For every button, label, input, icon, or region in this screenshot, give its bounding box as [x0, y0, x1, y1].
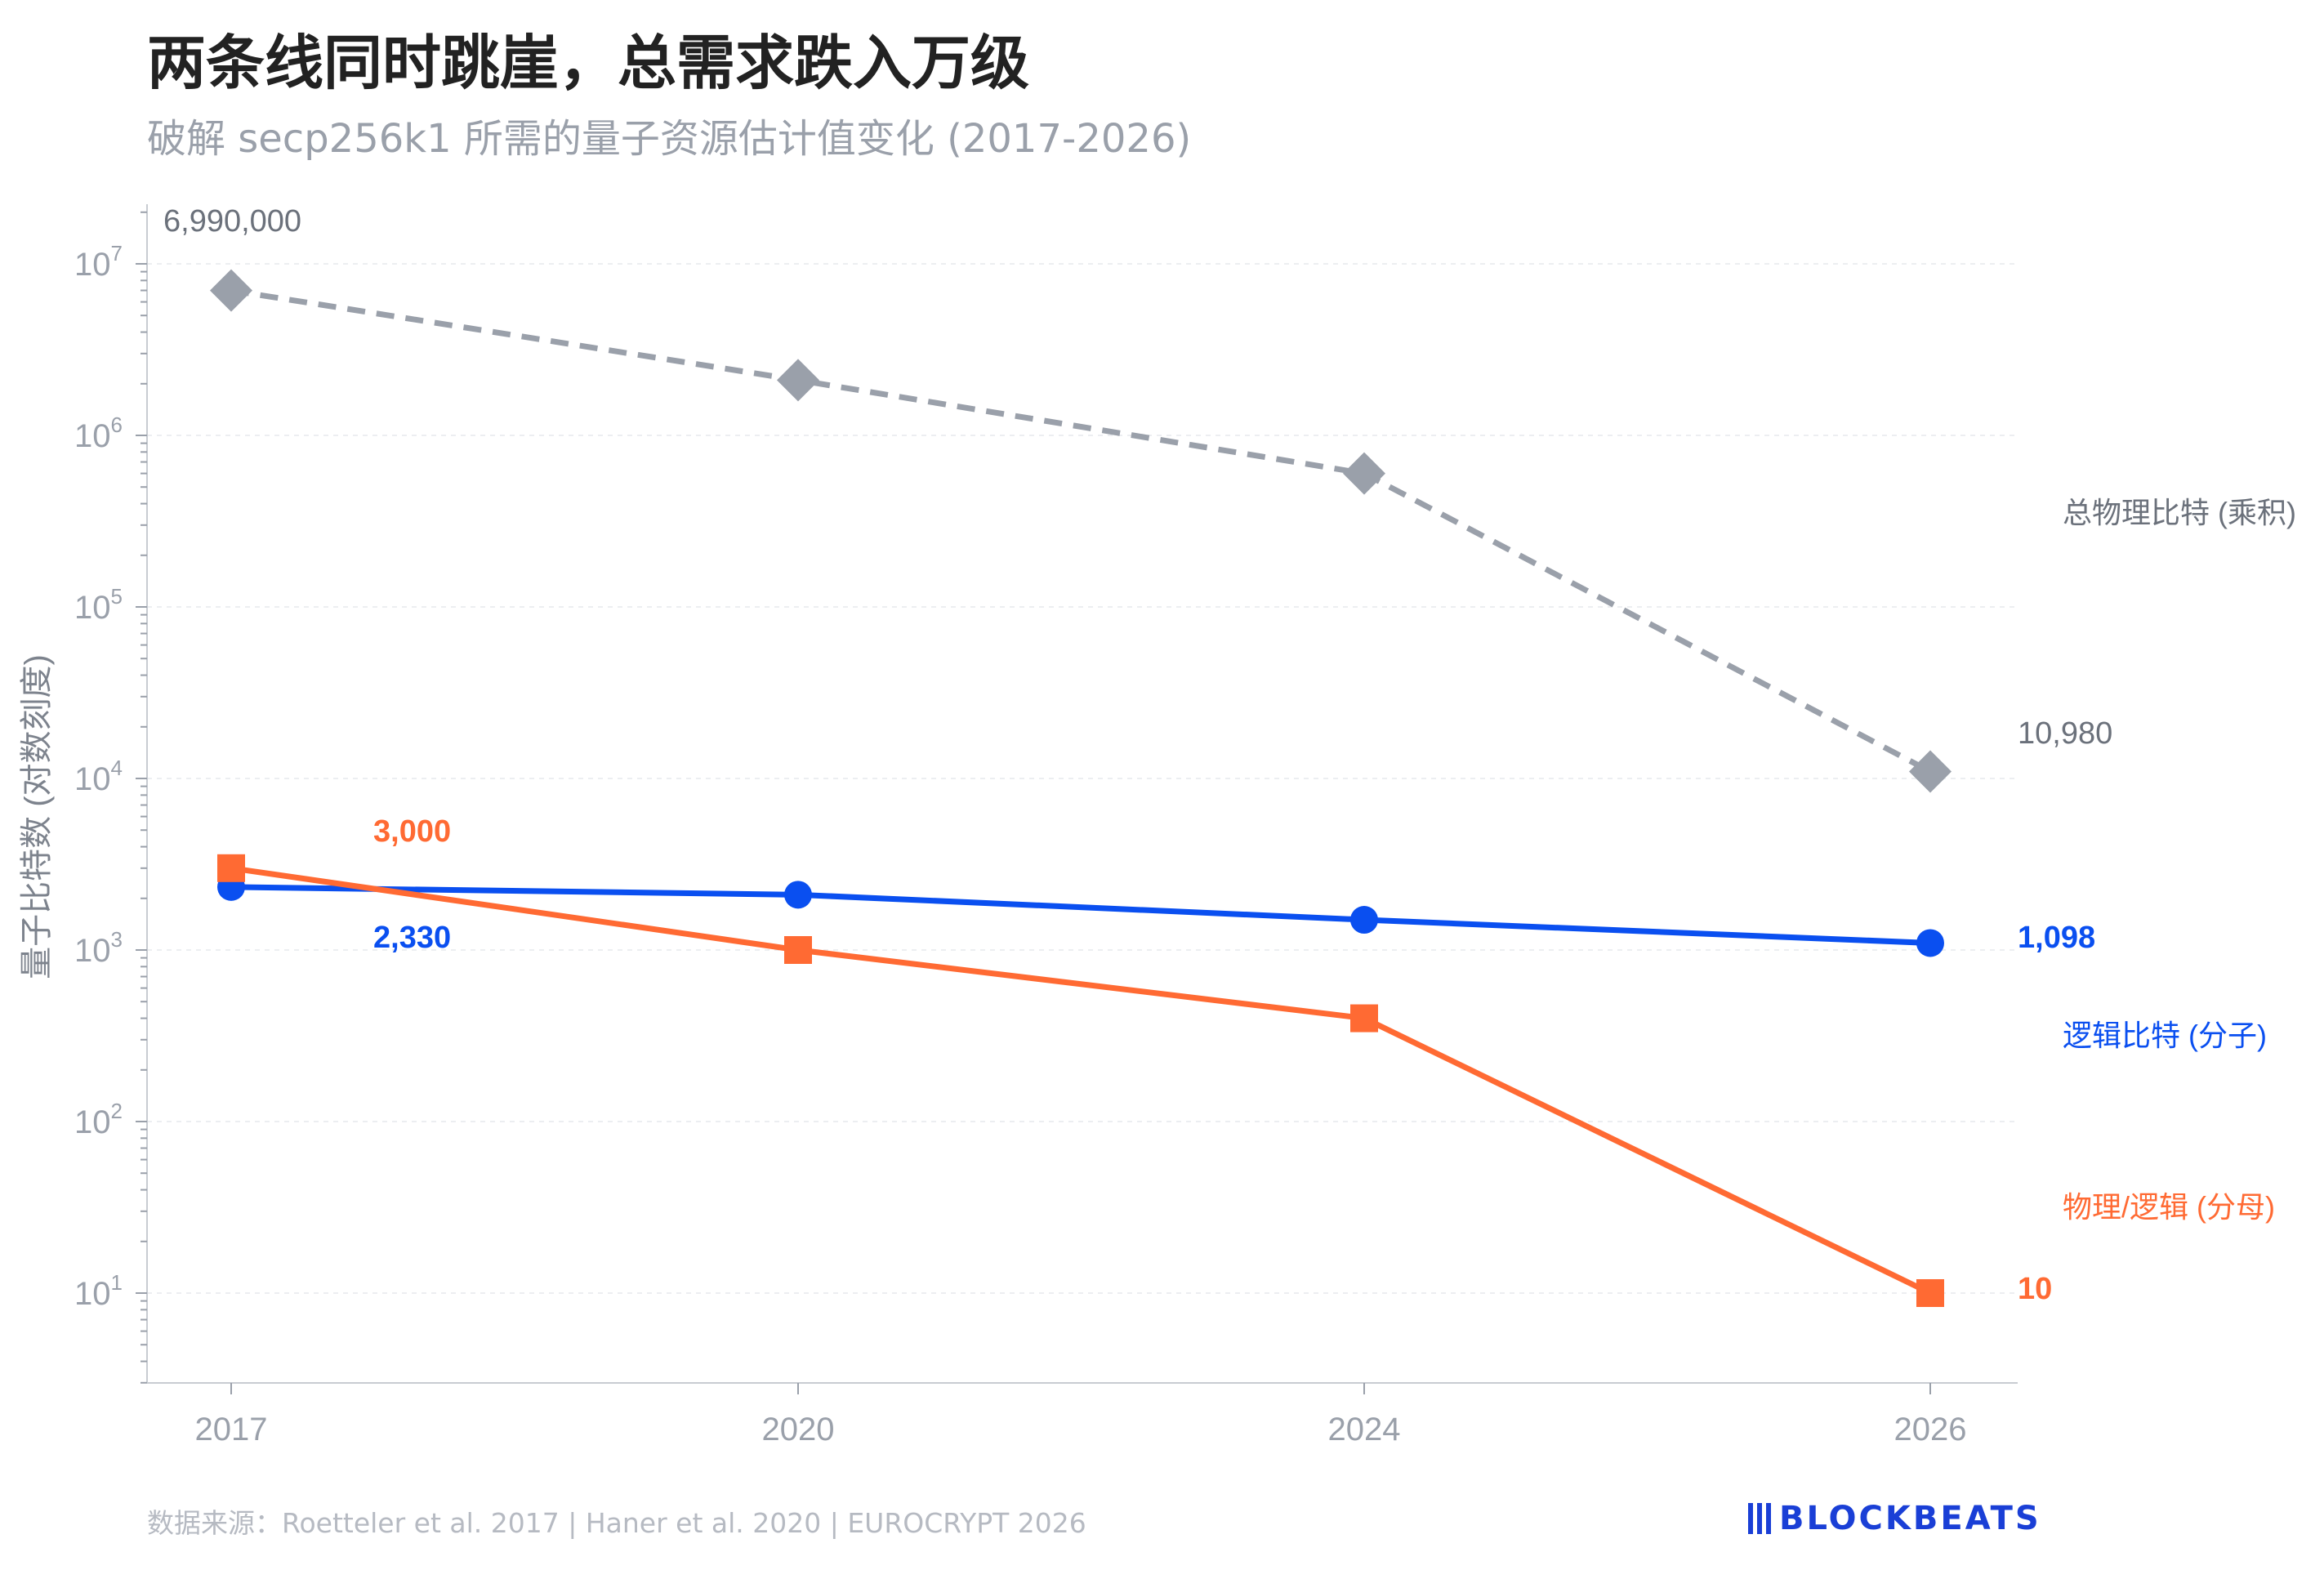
data-label-first: 6,990,000 [163, 204, 301, 239]
x-tick-label: 2020 [762, 1412, 835, 1447]
data-label-last: 10,980 [2018, 716, 2112, 751]
y-tick-label: 103 [74, 927, 123, 969]
data-point-square [784, 936, 812, 964]
brand-logo[interactable]: BLOCKBEATS [1748, 1500, 2041, 1537]
y-tick-label: 107 [74, 241, 123, 283]
x-tick-label: 2017 [195, 1412, 268, 1447]
data-point-diamond [1909, 750, 1952, 793]
data-point-square [1350, 1004, 1378, 1033]
x-tick-label: 2026 [1894, 1412, 1967, 1447]
chart-subtitle: 破解 secp256k1 所需的量子资源估计值变化 (2017-2026) [147, 116, 1192, 162]
barcode-logo-icon [1748, 1503, 1771, 1534]
data-point-square [1916, 1279, 1944, 1307]
x-tick-label: 2024 [1328, 1412, 1401, 1447]
data-point-circle [1350, 906, 1378, 934]
data-point-diamond [210, 269, 252, 312]
data-label-last: 10 [2018, 1272, 2052, 1306]
data-point-diamond [1343, 452, 1385, 495]
data-point-square [217, 854, 245, 882]
y-tick-label: 102 [74, 1099, 123, 1140]
series-line [230, 884, 1931, 946]
series-name-label: 物理/逻辑 (分母) [2063, 1190, 2275, 1224]
series-line [230, 288, 1932, 774]
data-label-first: 3,000 [373, 814, 451, 849]
data-point-diamond [777, 359, 819, 402]
y-axis-label: 量子比特数 (对数刻度) [19, 654, 55, 979]
y-tick-label: 101 [74, 1270, 123, 1312]
data-point-circle [784, 881, 812, 909]
data-label-first: 2,330 [373, 921, 451, 955]
data-point-circle [1916, 929, 1944, 957]
data-label-last: 1,098 [2018, 921, 2095, 955]
y-tick-label: 104 [74, 756, 123, 797]
y-tick-label: 106 [74, 413, 123, 454]
series-name-label: 逻辑比特 (分子) [2063, 1019, 2267, 1052]
y-tick-label: 105 [74, 584, 123, 626]
logo-text: BLOCKBEATS [1779, 1500, 2041, 1537]
chart-title: 两条线同时跳崖，总需求跌入万级 [147, 29, 1030, 97]
series-name-label: 总物理比特 (乘积) [2063, 496, 2296, 529]
source-footnote: 数据来源：Roetteler et al. 2017 | Haner et al… [147, 1507, 1086, 1539]
series-line [230, 865, 1932, 1296]
